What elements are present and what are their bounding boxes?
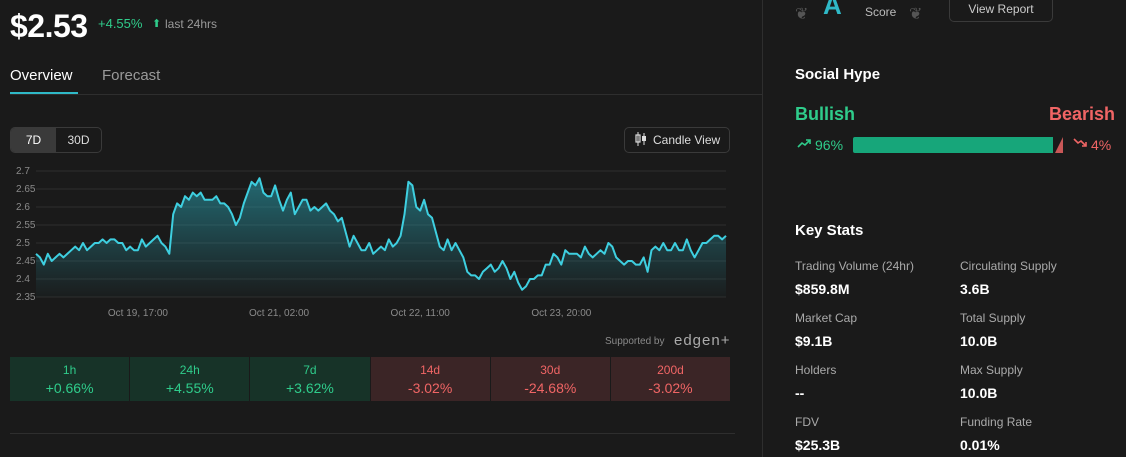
y-tick-label: 2.6 (16, 202, 30, 213)
stat-value-market-cap: $9.1B (795, 333, 833, 349)
period-24h: 24h +4.55% (130, 357, 250, 401)
y-tick-label: 2.45 (16, 256, 36, 267)
candle-view-button[interactable]: Candle View (624, 127, 730, 153)
stat-label-total-supply: Total Supply (960, 311, 1026, 325)
y-tick-label: 2.4 (16, 274, 30, 285)
period-label: 30d (540, 362, 561, 377)
stat-value-trading-volume: $859.8M (795, 281, 850, 297)
price-change: +4.55% (98, 16, 143, 31)
period-value: -24.68% (524, 379, 577, 396)
change-period: last 24hrs (165, 17, 218, 31)
period-value: -3.02% (648, 379, 693, 396)
score-label: Score (865, 5, 897, 19)
stat-label-holders: Holders (795, 363, 837, 377)
trend-down-icon (1073, 137, 1087, 152)
rating-grade: A (823, 0, 842, 20)
stat-value-funding-rate: 0.01% (960, 437, 1000, 453)
insights-panel: ❦ A Score ❦ View Report Social Hype Bull… (763, 0, 1126, 457)
tab-overview[interactable]: Overview (10, 67, 73, 84)
price-chart: 2.7 2.65 2.6 2.55 2.5 2.45 2.4 2.35 Oct 19, 17:… (16, 166, 727, 319)
social-hype-title: Social Hype (795, 66, 881, 83)
active-tab-indicator (10, 92, 78, 94)
bearish-label: Bearish (1049, 104, 1116, 124)
stat-label-market-cap: Market Cap (795, 311, 858, 325)
period-value: -3.02% (407, 379, 453, 396)
bullish-bar (853, 137, 1053, 153)
period-label: 24h (179, 362, 200, 377)
sentiment-bar (853, 137, 1063, 153)
key-stats-title: Key Stats (795, 222, 864, 239)
bearish-bar (1055, 137, 1063, 153)
time-range-toggle: 7D 30D (10, 127, 102, 153)
period-value: +3.62% (285, 379, 334, 396)
period-30d: 30d -24.68% (490, 357, 610, 401)
price-area (36, 178, 726, 297)
period-7d: 7d +3.62% (250, 357, 370, 401)
supported-by-label: Supported by (605, 336, 665, 347)
period-label: 7d (303, 362, 317, 377)
stat-label-trading-volume: Trading Volume (24hr) (795, 259, 914, 273)
panel-divider (762, 0, 763, 457)
y-tick-label: 2.65 (16, 184, 36, 195)
stat-value-total-supply: 10.0B (960, 333, 998, 349)
range-7d-button[interactable]: 7D (11, 128, 56, 152)
view-report-button[interactable]: View Report (949, 0, 1053, 22)
period-label: 14d (420, 362, 441, 377)
stat-value-fdv: $25.3B (795, 437, 841, 453)
period-200d: 200d -3.02% (610, 357, 731, 401)
y-tick-label: 2.7 (16, 166, 30, 177)
x-tick-label: Oct 23, 20:00 (531, 308, 591, 319)
bearish-percent: 4% (1091, 137, 1112, 153)
period-label: 200d (657, 362, 684, 377)
candle-view-label: Candle View (653, 133, 721, 147)
stat-value-holders: -- (795, 385, 805, 401)
tab-forecast[interactable]: Forecast (102, 67, 161, 84)
bullish-percent: 96% (815, 137, 844, 153)
range-30d-button[interactable]: 30D (67, 133, 90, 147)
candlestick-icon (635, 131, 647, 149)
stat-label-max-supply: Max Supply (960, 363, 1023, 377)
stat-label-fdv: FDV (795, 415, 819, 429)
stat-label-funding-rate: Funding Rate (960, 415, 1033, 429)
period-value: +4.55% (165, 379, 214, 396)
bullish-label: Bullish (795, 104, 856, 124)
section-divider (10, 433, 735, 434)
tabs-divider (10, 94, 762, 95)
arrow-up-icon: ⬆ (152, 18, 162, 30)
laurel-left-icon: ❦ (795, 6, 809, 23)
period-14d: 14d -3.02% (370, 357, 490, 401)
price-panel: $2.53 +4.55% ⬆ last 24hrs Overview Forec… (10, 8, 762, 434)
period-value: +0.66% (45, 379, 94, 396)
x-tick-label: Oct 21, 02:00 (249, 308, 309, 319)
stat-value-circulating-supply: 3.6B (960, 281, 990, 297)
trend-up-icon (797, 137, 811, 152)
x-tick-label: Oct 22, 11:00 (391, 308, 451, 319)
laurel-right-icon: ❦ (909, 6, 923, 23)
y-tick-label: 2.5 (16, 238, 30, 249)
stat-label-circulating-supply: Circulating Supply (960, 259, 1057, 273)
y-tick-label: 2.55 (16, 220, 36, 231)
edgen-logo: edgen+ (674, 332, 731, 349)
x-tick-label: Oct 19, 17:00 (108, 308, 168, 319)
price-line (35, 177, 727, 291)
period-performance: 1h +0.66% 24h +4.55% 7d +3.62% 14d -3.02… (10, 357, 731, 401)
period-1h: 1h +0.66% (10, 357, 130, 401)
y-tick-label: 2.35 (16, 292, 36, 303)
stat-value-max-supply: 10.0B (960, 385, 998, 401)
period-label: 1h (62, 362, 77, 377)
current-price: $2.53 (10, 8, 88, 44)
